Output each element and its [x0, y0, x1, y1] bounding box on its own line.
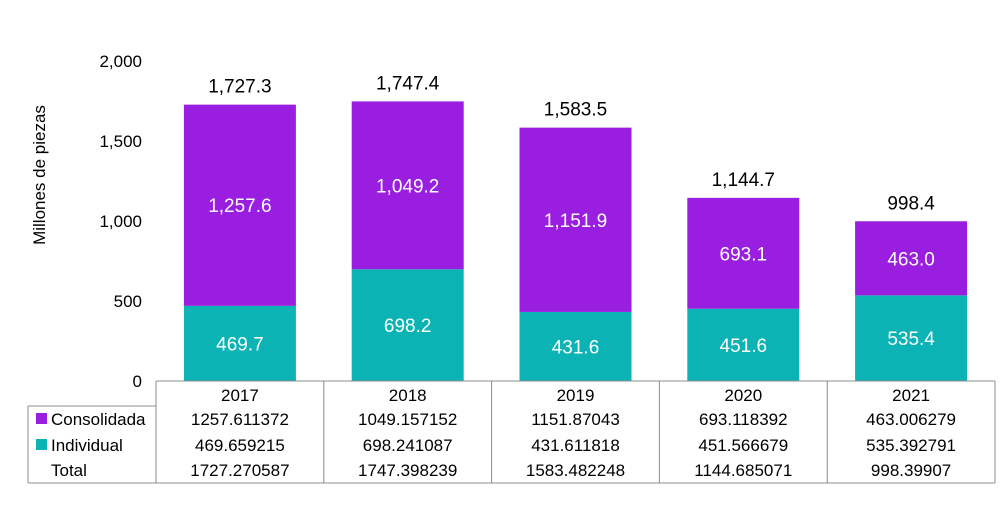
bar-consolidada [855, 221, 968, 296]
table-cell-consolidada: 1257.611372 [191, 410, 289, 429]
bar-individual [687, 308, 800, 381]
x-tick-label: 2019 [557, 386, 595, 405]
table-cell-total: 1747.398239 [358, 461, 457, 480]
table-cell-consolidada: 1049.157152 [358, 410, 457, 429]
table-cell-consolidada: 693.118392 [699, 410, 788, 429]
legend-label-individual: Individual [51, 436, 123, 455]
data-label-individual: 451.6 [720, 336, 768, 357]
table-cell-individual: 698.241087 [363, 436, 453, 455]
data-label-consolidada: 1,257.6 [208, 196, 271, 217]
bar-individual [855, 295, 968, 381]
legend-label-consolidada: Consolidada [51, 410, 146, 429]
table-cell-individual: 431.611818 [531, 436, 620, 455]
y-tick-label: 1,500 [99, 132, 142, 151]
total-label: 1,727.3 [208, 77, 271, 98]
data-table: 2017 2018 2019 2020 2021 Consolidada 1257.6113… [27, 381, 996, 484]
y-tick-label: 0 [133, 372, 142, 391]
x-tick-label: 2018 [389, 386, 427, 405]
total-label: 998.4 [887, 193, 935, 214]
bar-consolidada [183, 104, 296, 306]
y-axis-title: Millones de piezas [30, 105, 49, 245]
x-tick-label: 2020 [724, 386, 762, 405]
bar-consolidada [687, 197, 800, 309]
table-cell-individual: 469.659215 [195, 436, 285, 455]
legend-swatch-individual [36, 439, 47, 450]
bar-consolidada [519, 127, 632, 312]
legend-label-total: Total [51, 461, 87, 480]
table-cell-consolidada: 1151.87043 [531, 410, 620, 429]
data-label-individual: 469.7 [216, 334, 264, 355]
data-label-individual: 698.2 [384, 316, 432, 337]
bar-individual [183, 305, 296, 381]
table-cell-total: 1144.685071 [694, 461, 792, 480]
bar-individual [351, 269, 464, 381]
data-label-consolidada: 463.0 [887, 249, 935, 270]
bar-consolidada [351, 101, 464, 270]
y-tick-label: 500 [114, 292, 142, 311]
total-label: 1,583.5 [544, 100, 607, 121]
table-cell-individual: 535.392791 [866, 436, 956, 455]
bar-individual [519, 311, 632, 381]
total-label: 1,144.7 [712, 170, 775, 191]
y-axis: 0 500 1,000 1,500 2,000 [99, 52, 142, 391]
total-label: 1,747.4 [376, 73, 440, 94]
table-cell-total: 1727.270587 [190, 461, 289, 480]
x-tick-label: 2021 [892, 386, 930, 405]
table-cell-consolidada: 463.006279 [866, 410, 956, 429]
data-label-individual: 431.6 [552, 337, 600, 358]
data-label-consolidada: 1,049.2 [376, 176, 439, 197]
data-label-consolidada: 693.1 [720, 244, 768, 265]
data-label-individual: 535.4 [887, 329, 935, 350]
x-tick-label: 2017 [221, 386, 259, 405]
table-cell-total: 998.39907 [871, 461, 951, 480]
legend-swatch-consolidada [36, 413, 47, 424]
table-cell-individual: 451.566679 [698, 436, 788, 455]
data-label-consolidada: 1,151.9 [544, 211, 607, 232]
bars: 469.7 1,257.6 1,727.3 698.2 1,049.2 1,747.4 43… [156, 73, 995, 382]
y-tick-label: 2,000 [99, 52, 142, 71]
y-tick-label: 1,000 [99, 212, 142, 231]
table-cell-total: 1583.482248 [526, 461, 625, 480]
